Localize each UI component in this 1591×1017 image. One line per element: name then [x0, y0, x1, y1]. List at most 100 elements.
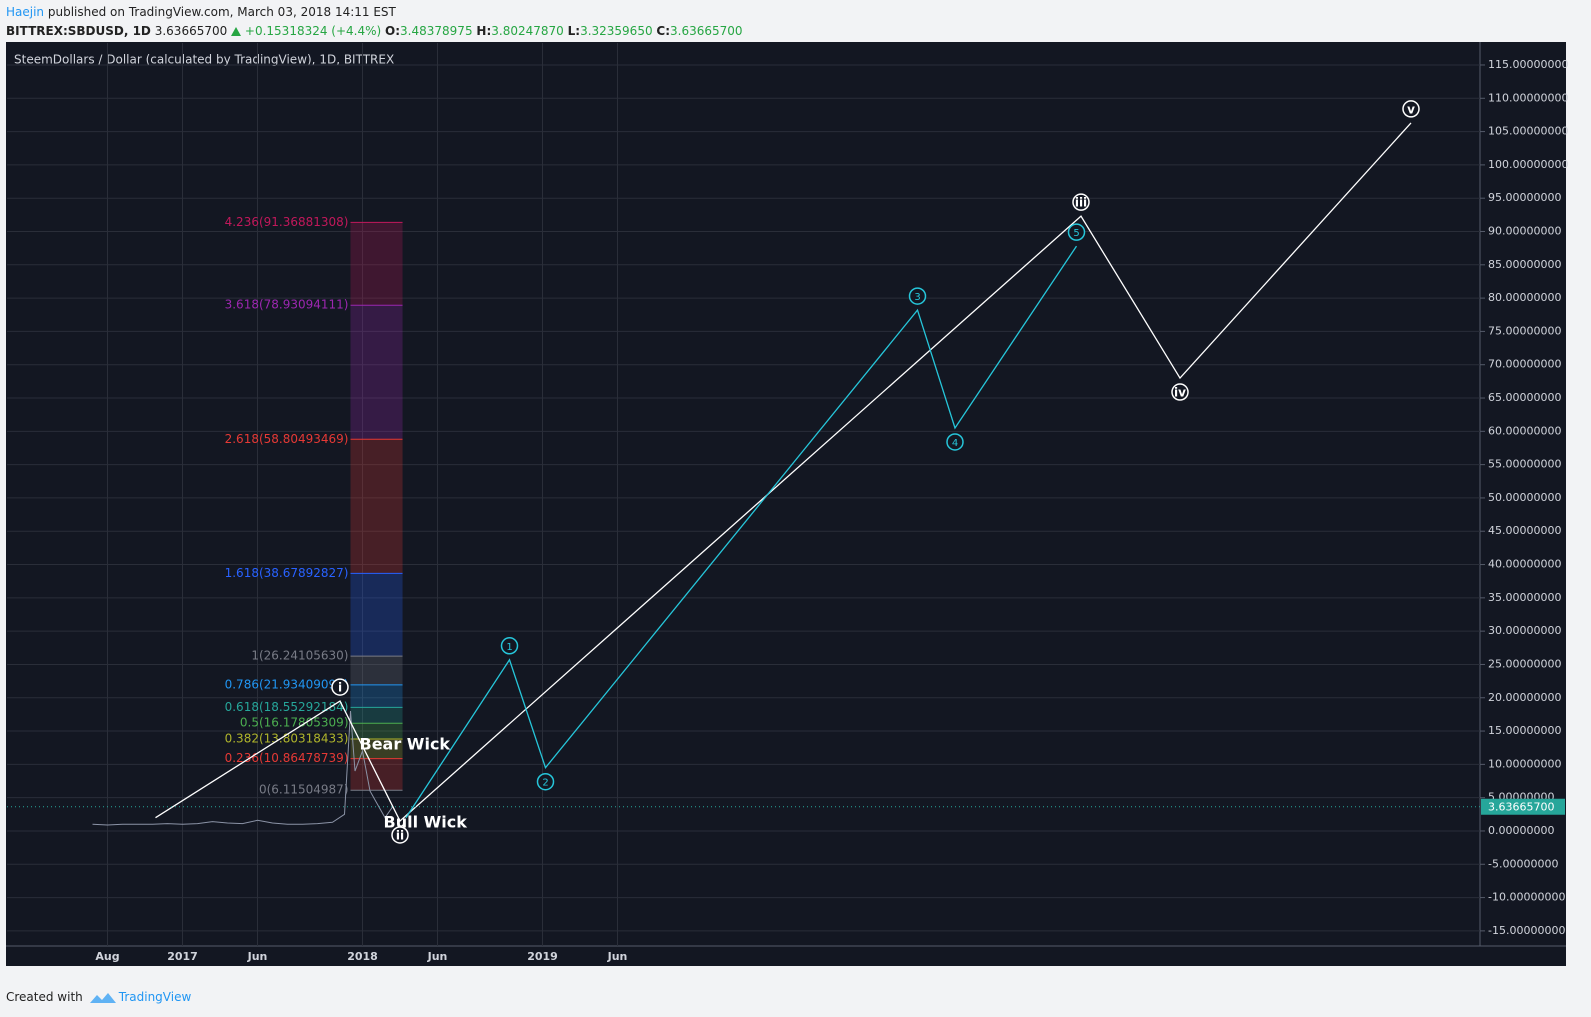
y-tick-label: 65.00000000: [1488, 391, 1561, 404]
fib-label: 0.5(16.17805309): [240, 716, 349, 730]
wave-label: 4: [952, 438, 958, 449]
annotation: Bear Wick: [360, 735, 451, 754]
wave-label: 3: [914, 292, 920, 303]
wave-marker: [1171, 383, 1189, 401]
annotation: Bull Wick: [384, 812, 468, 831]
wave-marker: [1067, 223, 1086, 241]
fib-band: [350, 707, 403, 724]
ohlc-value: 3.48378975: [400, 24, 473, 38]
wave-label: 2: [542, 778, 548, 789]
last-price-box: [1481, 798, 1565, 815]
y-tick-label: 80.00000000: [1488, 291, 1561, 304]
published: published on TradingView.com, March 03, …: [47, 5, 396, 19]
author[interactable]: Haejin: [6, 5, 45, 19]
wave-label: iv: [1174, 386, 1186, 400]
wave-label: 1: [506, 642, 512, 653]
fib-band: [350, 684, 403, 708]
wave-marker: [1402, 100, 1420, 118]
fib-band: [350, 656, 403, 685]
y-tick-label: 40.00000000: [1488, 558, 1561, 571]
wave-marker: [1072, 193, 1090, 211]
wave-marker: [908, 287, 927, 305]
chart-bg: [6, 42, 1566, 966]
x-tick-label: Jun: [247, 950, 268, 963]
y-tick-label: 115.00000000: [1488, 58, 1568, 71]
fib-band: [350, 222, 403, 306]
wave-label: i: [338, 681, 342, 695]
y-tick-label: -15.00000000: [1488, 924, 1565, 937]
x-tick-label: Jun: [427, 950, 448, 963]
series-line: [405, 245, 1078, 819]
ohlc-label: L:: [567, 24, 581, 38]
created-with: Created with: [6, 990, 83, 1004]
wave-label: v: [1407, 102, 1415, 116]
tv-logo: [90, 993, 116, 1003]
fib-label: 3.618(78.93094111): [225, 298, 349, 312]
last-price-label: 3.63665700: [1488, 801, 1554, 814]
y-tick-label: 100.00000000: [1488, 158, 1568, 171]
footer: Created with TradingView: [6, 990, 191, 1004]
symbol: BITTREX:SBDUSD, 1D: [6, 24, 151, 38]
y-tick-label: 75.00000000: [1488, 324, 1561, 337]
y-tick-label: 55.00000000: [1488, 458, 1561, 471]
fib-band: [350, 723, 403, 740]
wave-marker: [536, 772, 555, 791]
y-tick-label: -10.00000000: [1488, 891, 1565, 904]
ohlc-value: 3.63665700: [670, 24, 743, 38]
brand[interactable]: TradingView: [118, 990, 192, 1004]
fib-label: 1.618(38.67892827): [225, 566, 349, 580]
y-tick-label: 45.00000000: [1488, 524, 1561, 537]
wave-label: 5: [1073, 228, 1079, 239]
wave-marker: [946, 433, 964, 451]
y-tick-label: 85.00000000: [1488, 258, 1561, 271]
fib-band: [350, 305, 403, 440]
x-tick-label: Aug: [95, 950, 119, 963]
fib-label: 4.236(91.36881308): [225, 215, 349, 229]
fib-band: [350, 739, 403, 759]
x-tick-label: 2018: [347, 950, 378, 963]
ohlc-label: C:: [656, 24, 671, 38]
y-tick-label: 95.00000000: [1488, 191, 1561, 204]
series-line: [92, 711, 393, 826]
fib-band: [350, 439, 403, 574]
x-tick-label: 2017: [167, 950, 198, 963]
header: Haejin published on TradingView.com, Mar…: [6, 3, 743, 41]
series-line: [155, 122, 1412, 823]
y-tick-label: 10.00000000: [1488, 757, 1561, 770]
ohlc-label: H:: [476, 24, 492, 38]
wave-label: iii: [1075, 196, 1087, 210]
fib-label: 0.618(18.55292184): [225, 700, 349, 714]
y-tick-label: 105.00000000: [1488, 125, 1568, 138]
x-tick-label: Jun: [607, 950, 628, 963]
wave-marker: [500, 637, 519, 655]
wave-label: ii: [396, 828, 404, 842]
y-tick-label: 50.00000000: [1488, 491, 1561, 504]
fib-label: 2.618(58.80493469): [225, 432, 349, 446]
ohlc-value: 3.32359650: [580, 24, 653, 38]
y-tick-label: 25.00000000: [1488, 657, 1561, 670]
y-tick-label: 70.00000000: [1488, 358, 1561, 371]
fib-band: [350, 573, 403, 657]
fib-label: 0.786(21.93409092): [225, 677, 349, 691]
y-tick-label: 60.00000000: [1488, 424, 1561, 437]
plot-area: 4.236(91.36881308) 3.618(78.93094111) 2.61…: [7, 43, 1480, 946]
y-tick-label: 35.00000000: [1488, 591, 1561, 604]
wave-marker: [331, 678, 349, 696]
fib-label: 1(26.24105630): [251, 649, 348, 663]
ohlc-value: 3.80247870: [491, 24, 564, 38]
price: 3.63665700: [154, 24, 228, 38]
fib-label: 0.382(13.80318433): [225, 732, 349, 746]
y-tick-label: -5.00000000: [1488, 857, 1558, 870]
y-tick-label: 20.00000000: [1488, 691, 1561, 704]
y-tick-label: 90.00000000: [1488, 224, 1561, 237]
ohlc-label: O:: [385, 24, 401, 38]
x-tick-label: 2019: [527, 950, 558, 963]
wave-marker: [391, 826, 409, 844]
change: +0.15318324 (+4.4%): [244, 24, 382, 38]
y-tick-label: 110.00000000: [1488, 91, 1568, 104]
y-tick-label: 15.00000000: [1488, 724, 1561, 737]
y-tick-label: 30.00000000: [1488, 624, 1561, 637]
up-icon: [231, 27, 242, 36]
